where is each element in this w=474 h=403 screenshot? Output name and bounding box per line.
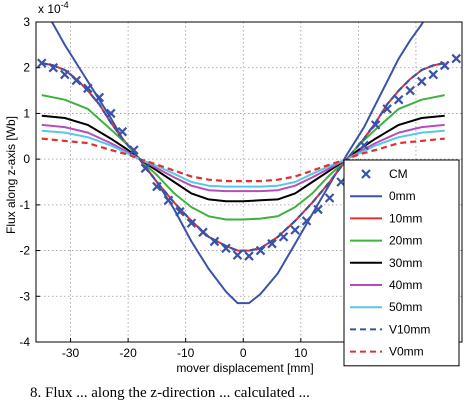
legend-label: 20mm <box>389 234 422 248</box>
plot-frame <box>35 21 463 343</box>
series-line-40mm <box>41 123 445 193</box>
cm-marker <box>416 76 427 87</box>
cm-marker <box>198 227 208 238</box>
cm-marker <box>209 236 220 247</box>
legend-label: 10mm <box>389 211 422 225</box>
legend-label: 40mm <box>389 278 422 292</box>
cm-marker <box>267 238 277 249</box>
legend-label: 50mm <box>389 300 422 314</box>
cm-marker <box>71 75 82 86</box>
cm-marker <box>48 62 59 73</box>
series-line-v0mm <box>41 137 445 183</box>
legend-item-0mm: 0mm <box>350 189 416 203</box>
x-tick-label: 0 <box>240 346 247 360</box>
y-tick-label: -1 <box>19 198 30 212</box>
exponent-label: x 10-4 <box>38 0 69 16</box>
cm-marker <box>244 251 254 261</box>
y-tick-label: 3 <box>23 15 30 29</box>
legend-swatch <box>361 169 371 179</box>
series-layer <box>36 22 462 305</box>
cm-marker <box>60 69 70 80</box>
cm-marker <box>117 126 128 137</box>
cm-marker <box>393 94 404 105</box>
cm-marker <box>359 140 369 151</box>
x-tick-label: -20 <box>119 346 137 360</box>
cm-marker <box>370 120 381 130</box>
y-tick-label: -2 <box>19 244 30 258</box>
series-cm <box>36 53 462 261</box>
cm-marker <box>140 163 151 174</box>
cm-marker <box>405 85 415 96</box>
y-tick-label: -4 <box>19 335 30 349</box>
cm-marker <box>186 218 197 228</box>
legend-item-v10mm: V10mm <box>350 322 430 336</box>
legend-item-10mm: 10mm <box>350 211 422 225</box>
cm-marker <box>324 193 335 203</box>
x-tick-label: -10 <box>177 346 195 360</box>
cm-marker <box>232 250 243 260</box>
x-tick-label: -30 <box>62 346 80 360</box>
legend-label: CM <box>389 167 408 181</box>
cm-marker <box>221 243 231 254</box>
legend-item-20mm: 20mm <box>350 234 422 248</box>
cm-marker <box>255 245 266 256</box>
cm-marker <box>313 204 323 215</box>
legend: CM 0mm 10mm 20mm 30mm 40mm 50mm V10mm V0mm <box>343 159 460 367</box>
series-line-50mm <box>41 129 445 188</box>
series-line-v10mm <box>41 62 445 252</box>
legend-item-30mm: 30mm <box>350 256 422 270</box>
legend-label: V10mm <box>389 322 430 336</box>
cm-marker <box>175 206 185 217</box>
cm-marker <box>152 181 162 192</box>
cm-marker <box>428 69 438 80</box>
cm-marker <box>301 216 312 226</box>
cm-marker <box>382 104 392 114</box>
legend-label: V0mm <box>389 345 424 359</box>
cm-marker <box>439 60 450 71</box>
cm-marker <box>278 232 289 242</box>
x-tick-label: 10 <box>294 346 308 360</box>
y-tick-label: 1 <box>23 106 30 120</box>
y-axis-label: Flux along z-axis [Wb] <box>4 116 18 234</box>
y-tick-label: 0 <box>23 152 30 166</box>
legend-item-40mm: 40mm <box>350 278 422 292</box>
y-tick-label: -3 <box>19 289 30 303</box>
x-axis-label: mover displacement [mm] <box>176 361 313 375</box>
cm-marker <box>451 53 462 64</box>
cm-marker <box>290 225 300 235</box>
cm-marker <box>83 83 93 94</box>
legend-item-cm: CM <box>361 167 408 181</box>
y-tick-label: 2 <box>23 61 30 75</box>
legend-item-50mm: 50mm <box>350 300 422 314</box>
cm-marker <box>36 58 47 68</box>
cm-marker <box>129 145 139 155</box>
cm-marker <box>94 92 105 103</box>
cm-marker <box>163 195 174 206</box>
legend-item-v0mm: V0mm <box>350 345 424 359</box>
cm-marker <box>106 108 116 119</box>
legend-label: 30mm <box>389 256 422 270</box>
legend-label: 0mm <box>389 189 416 203</box>
caption-fragment: 8. Flux ... along the z-direction ... ca… <box>30 385 310 401</box>
